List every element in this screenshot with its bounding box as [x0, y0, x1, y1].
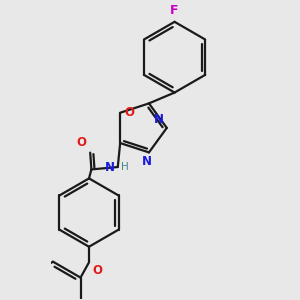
Text: N: N: [105, 160, 115, 173]
Text: O: O: [93, 263, 103, 277]
Text: F: F: [170, 4, 179, 17]
Text: O: O: [124, 106, 134, 119]
Text: O: O: [76, 136, 87, 149]
Text: H: H: [122, 162, 129, 172]
Text: N: N: [154, 113, 164, 126]
Text: N: N: [142, 155, 152, 168]
